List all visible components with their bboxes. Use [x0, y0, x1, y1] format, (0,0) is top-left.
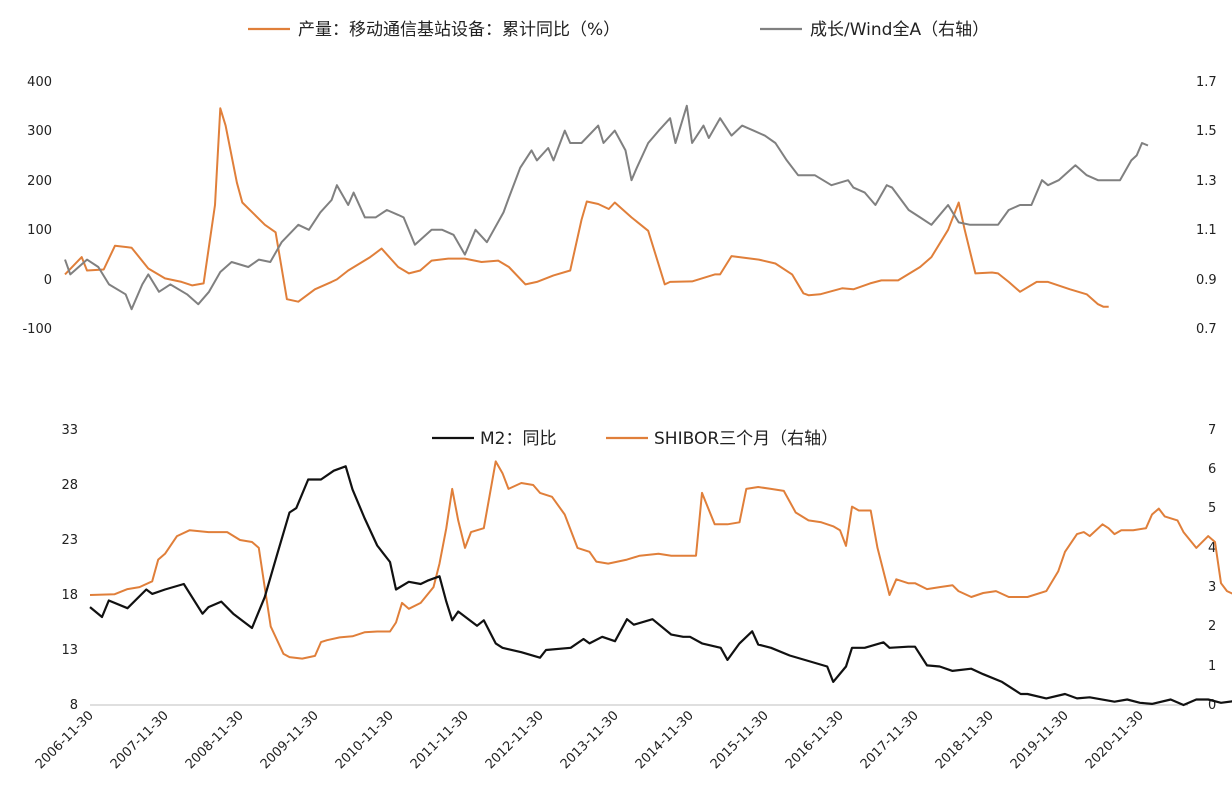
bottom-legend: M2：同比 SHIBOR三个月（右轴） [432, 429, 838, 449]
top-plot-area [64, 104, 1149, 311]
top-right-tick-0: 0.7 [1196, 322, 1217, 337]
bottom-right-tick-4: 4 [1208, 541, 1216, 556]
x-tick-0: 2006-11-30 [33, 708, 97, 772]
x-tick-8: 2014-11-30 [633, 708, 697, 772]
x-tick-3: 2009-11-30 [258, 708, 322, 772]
top-right-axis: 0.7 0.9 1.1 1.3 1.5 1.7 [1196, 75, 1217, 337]
series-line-shibor-3m [89, 460, 1232, 660]
bottom-right-tick-1: 1 [1208, 659, 1216, 674]
bottom-right-tick-2: 2 [1208, 619, 1216, 634]
bottom-left-tick-0: 8 [70, 698, 78, 713]
top-left-tick-0: -100 [22, 322, 52, 337]
x-tick-10: 2016-11-30 [783, 708, 847, 772]
bottom-right-tick-5: 5 [1208, 501, 1216, 516]
bottom-right-tick-3: 3 [1208, 580, 1216, 595]
x-tick-7: 2013-11-30 [558, 708, 622, 772]
top-legend: 产量：移动通信基站设备：累计同比（%） 成长/Wind全A（右轴） [248, 20, 989, 40]
top-right-tick-2: 1.1 [1196, 223, 1217, 238]
x-tick-5: 2011-11-30 [408, 708, 472, 772]
bottom-left-tick-3: 23 [61, 533, 78, 548]
bottom-x-axis: 2006-11-30 2007-11-30 2008-11-30 2009-11… [33, 708, 1147, 772]
top-left-tick-2: 100 [27, 223, 52, 238]
legend-label-top-1: 成长/Wind全A（右轴） [810, 20, 989, 40]
top-left-tick-4: 300 [27, 124, 52, 139]
bottom-left-axis: 8 13 18 23 28 33 [61, 423, 78, 713]
top-right-tick-4: 1.5 [1196, 124, 1217, 139]
bottom-right-tick-6: 6 [1208, 462, 1216, 477]
legend-label-top-0: 产量：移动通信基站设备：累计同比（%） [298, 20, 620, 40]
x-tick-12: 2018-11-30 [933, 708, 997, 772]
top-left-tick-1: 0 [44, 273, 52, 288]
x-tick-4: 2010-11-30 [333, 708, 397, 772]
x-tick-2: 2008-11-30 [183, 708, 247, 772]
series-line-m2-yoy [89, 465, 1232, 707]
x-tick-13: 2019-11-30 [1008, 708, 1072, 772]
bottom-left-tick-5: 33 [61, 423, 78, 438]
top-right-tick-5: 1.7 [1196, 75, 1217, 90]
x-tick-1: 2007-11-30 [108, 708, 172, 772]
x-tick-14: 2020-11-30 [1083, 708, 1147, 772]
series-line-production-yoy [64, 107, 1109, 308]
top-right-tick-3: 1.3 [1196, 174, 1217, 189]
top-left-tick-3: 200 [27, 174, 52, 189]
bottom-left-tick-1: 13 [61, 643, 78, 658]
x-tick-9: 2015-11-30 [708, 708, 772, 772]
bottom-right-tick-7: 7 [1208, 423, 1216, 438]
top-left-axis: -100 0 100 200 300 400 [22, 75, 52, 337]
top-left-tick-5: 400 [27, 75, 52, 90]
x-tick-6: 2012-11-30 [483, 708, 547, 772]
series-line-growth-ratio [64, 104, 1149, 311]
bottom-plot-area [89, 460, 1232, 707]
legend-label-bottom-1: SHIBOR三个月（右轴） [654, 429, 838, 449]
legend-label-bottom-0: M2：同比 [480, 429, 556, 449]
bottom-right-tick-0: 0 [1208, 698, 1216, 713]
bottom-left-tick-2: 18 [61, 588, 78, 603]
x-tick-11: 2017-11-30 [858, 708, 922, 772]
bottom-left-tick-4: 28 [61, 478, 78, 493]
bottom-right-axis: 0 1 2 3 4 5 6 7 [1208, 423, 1216, 713]
top-right-tick-1: 0.9 [1196, 273, 1217, 288]
